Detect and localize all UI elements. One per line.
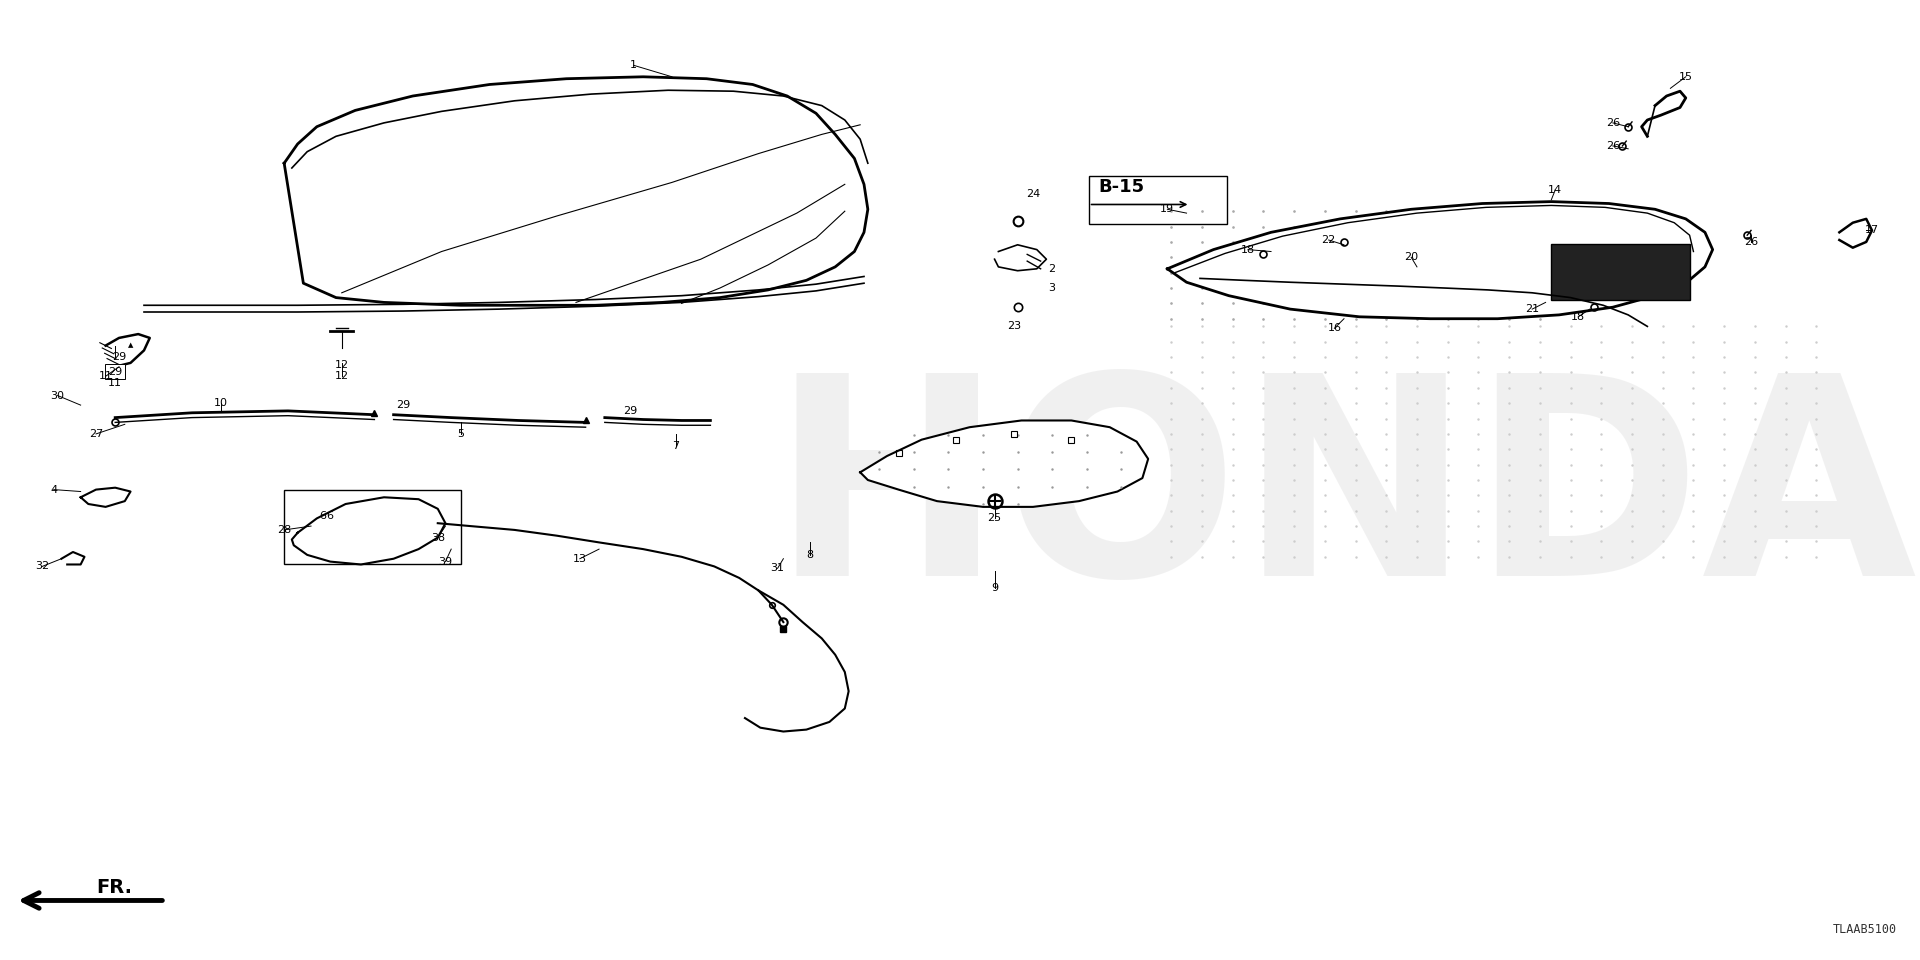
Text: 6: 6 (326, 512, 334, 521)
Text: 24: 24 (1025, 189, 1041, 199)
Text: 39: 39 (438, 557, 453, 566)
Text: B-15: B-15 (1098, 179, 1144, 196)
Text: 29: 29 (396, 400, 411, 410)
Text: 25: 25 (987, 514, 1002, 523)
Text: 12: 12 (334, 372, 349, 381)
Text: 9: 9 (991, 583, 998, 592)
Text: 11: 11 (98, 372, 113, 381)
Text: 1: 1 (630, 60, 637, 70)
Text: 29: 29 (108, 367, 123, 376)
Text: 18: 18 (1571, 312, 1586, 322)
Text: 12: 12 (334, 360, 349, 370)
Text: 27: 27 (88, 429, 104, 439)
Text: 10: 10 (213, 398, 228, 408)
Text: 13: 13 (572, 554, 588, 564)
Polygon shape (1167, 202, 1713, 319)
Text: 15: 15 (1678, 72, 1693, 82)
Polygon shape (284, 77, 868, 305)
Text: 7: 7 (672, 442, 680, 451)
Text: 23: 23 (1006, 322, 1021, 331)
Text: 3: 3 (1048, 283, 1056, 293)
Text: 19: 19 (1160, 204, 1175, 214)
Text: 2: 2 (1048, 264, 1056, 274)
Text: 30: 30 (50, 391, 65, 400)
Text: TLAAB5100: TLAAB5100 (1834, 923, 1897, 936)
Text: 18: 18 (1240, 245, 1256, 254)
Text: 29: 29 (622, 406, 637, 416)
Text: 28: 28 (276, 525, 292, 535)
Text: 22: 22 (1321, 235, 1336, 245)
Polygon shape (860, 420, 1148, 507)
Text: 29: 29 (111, 352, 127, 362)
Text: 17: 17 (1864, 226, 1880, 235)
Text: 20: 20 (1404, 252, 1419, 262)
Text: 16: 16 (1327, 324, 1342, 333)
Text: 21: 21 (1524, 304, 1540, 314)
Text: 8: 8 (806, 550, 814, 560)
Text: HONDA: HONDA (770, 364, 1918, 635)
Text: 5: 5 (457, 429, 465, 439)
Text: 31: 31 (770, 564, 785, 573)
Text: 26: 26 (1605, 118, 1620, 128)
Text: 26: 26 (1743, 237, 1759, 247)
Text: ▲: ▲ (129, 343, 132, 348)
FancyBboxPatch shape (1551, 244, 1690, 300)
Text: 6: 6 (319, 512, 326, 521)
Text: 26: 26 (1605, 141, 1620, 151)
Text: 4: 4 (50, 485, 58, 494)
Text: 38: 38 (430, 533, 445, 542)
Text: 14: 14 (1548, 185, 1563, 195)
Text: 11: 11 (108, 378, 123, 388)
Text: 32: 32 (35, 562, 50, 571)
Polygon shape (292, 497, 445, 564)
Text: FR.: FR. (96, 877, 132, 897)
